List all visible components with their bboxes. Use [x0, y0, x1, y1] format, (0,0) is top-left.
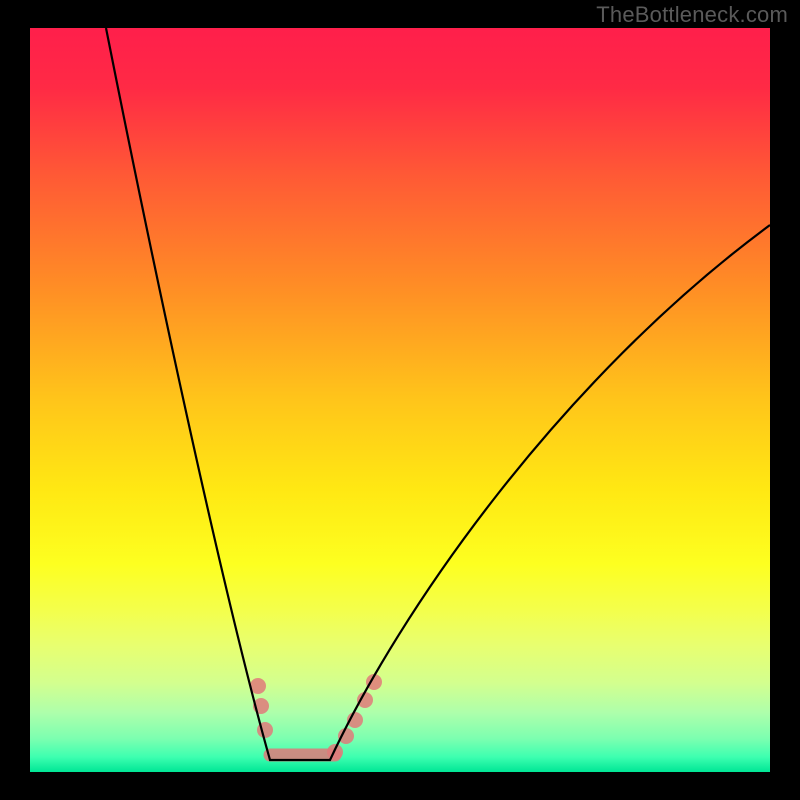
figure-root: TheBottleneck.com	[0, 0, 800, 800]
plot-background	[30, 28, 770, 772]
bottleneck-chart	[0, 0, 800, 800]
watermark-text: TheBottleneck.com	[596, 2, 788, 28]
